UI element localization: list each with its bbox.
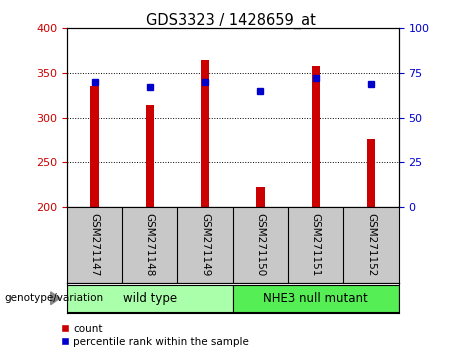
Text: genotype/variation: genotype/variation <box>5 293 104 303</box>
Bar <box>233 285 399 312</box>
Text: GDS3323 / 1428659_at: GDS3323 / 1428659_at <box>146 12 315 29</box>
Text: GSM271151: GSM271151 <box>311 213 321 276</box>
Text: GSM271152: GSM271152 <box>366 213 376 276</box>
Text: NHE3 null mutant: NHE3 null mutant <box>263 292 368 305</box>
Text: wild type: wild type <box>123 292 177 305</box>
Text: GSM271147: GSM271147 <box>89 213 100 276</box>
Text: GSM271148: GSM271148 <box>145 213 155 276</box>
Bar <box>367 139 375 207</box>
Bar <box>146 105 154 207</box>
Bar <box>67 285 233 312</box>
Legend: count, percentile rank within the sample: count, percentile rank within the sample <box>60 324 249 347</box>
Bar <box>256 187 265 207</box>
Bar <box>201 59 209 207</box>
Text: GSM271149: GSM271149 <box>200 213 210 276</box>
Text: GSM271150: GSM271150 <box>255 213 266 276</box>
Bar <box>90 86 99 207</box>
Bar <box>312 66 320 207</box>
